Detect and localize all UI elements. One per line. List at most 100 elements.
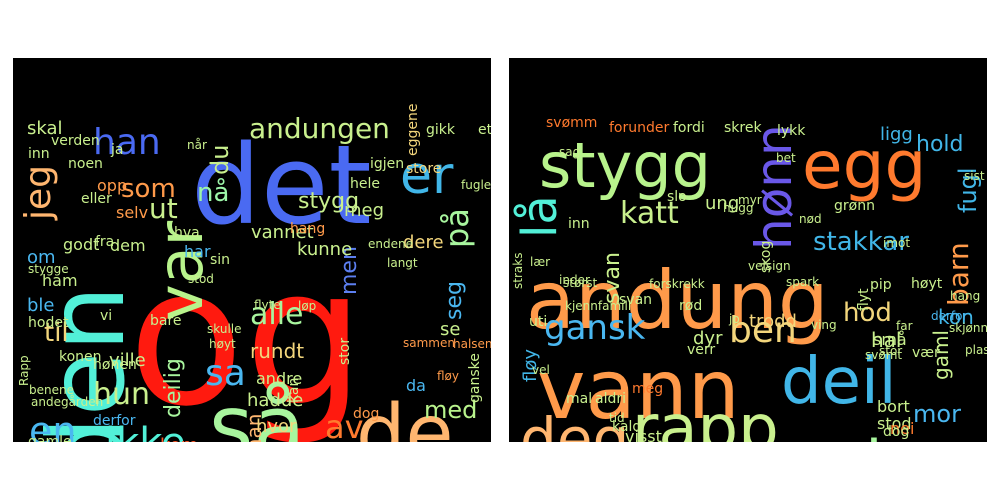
word-benene: benene — [29, 383, 74, 397]
word-skrek: skrek — [724, 120, 762, 136]
word-seg: seg — [442, 281, 467, 320]
word-skulle: skulle — [207, 322, 242, 336]
word-er: er — [400, 146, 454, 206]
word-barn: barn — [942, 242, 975, 306]
word-da: da — [406, 376, 426, 395]
word-hold: hold — [916, 132, 963, 157]
word-et: et — [478, 122, 491, 138]
word-hvor: hvor — [256, 416, 297, 437]
word-kunne: kunne — [297, 239, 352, 260]
word-høyt: høyt — [209, 337, 236, 351]
word-gansk: gansk — [544, 308, 646, 348]
word-lykk: lykk — [777, 123, 806, 139]
word-hønen: hønen — [93, 357, 137, 373]
word-deilig: deilig — [161, 358, 186, 418]
word-med: med — [424, 396, 477, 424]
word-ben: ben — [729, 310, 797, 351]
word-av: av — [325, 408, 364, 442]
word-kom: kom — [160, 435, 198, 442]
word-vi: vi — [100, 308, 112, 324]
word-ligg: ligg — [880, 124, 913, 145]
word-når: når — [187, 138, 207, 152]
word-stor: stor — [879, 344, 902, 358]
word-ung: ung — [705, 193, 739, 214]
word-størst: størst — [563, 276, 597, 290]
word-vær: vær — [912, 345, 940, 361]
word-noen: noen — [68, 156, 103, 172]
word-skal: skal — [27, 118, 63, 139]
word-den: den — [26, 285, 148, 442]
word-igjen: igjen — [370, 156, 404, 172]
word-uti: uti — [529, 314, 547, 330]
word-kald: kald — [612, 419, 641, 435]
word-var: var — [144, 220, 217, 321]
word-det: det — [191, 121, 372, 249]
word-verr: verr — [687, 342, 715, 358]
word-hal: hal — [871, 328, 902, 352]
word-stakkar: stakkar — [813, 227, 909, 257]
word-rapp: Rapp — [17, 355, 31, 386]
word-høyt: høyt — [911, 276, 943, 292]
word-jo: jo — [728, 312, 740, 326]
word-skog: skog — [758, 241, 774, 273]
word-løp: løp — [298, 299, 316, 313]
word-andegården: andegården — [31, 395, 103, 409]
word-på: på — [438, 208, 476, 248]
word-inn: inn — [568, 216, 590, 232]
word-stygge: stygge — [28, 262, 69, 276]
word-svømm: svømm — [546, 115, 597, 131]
word-mor: mor — [913, 400, 961, 428]
word-hønn: hønn — [745, 124, 803, 250]
word-velsign: velsign — [748, 259, 791, 273]
word-du: du — [206, 145, 234, 175]
word-flyte: flyte — [254, 298, 281, 312]
word-kjennfamili: kjennfamili — [565, 299, 631, 313]
word-jeg: jeg — [18, 165, 59, 221]
word-fuglene: fuglene — [461, 178, 491, 192]
word-ving: ving — [811, 318, 837, 332]
word-ut: ut — [149, 192, 178, 225]
word-dem: dem — [110, 236, 146, 255]
word-andungen: andungen — [249, 112, 390, 145]
word-hadde: hadde — [247, 390, 303, 411]
word-dere: dere — [403, 232, 444, 253]
word-imot: imot — [883, 236, 910, 250]
word-ham: ham — [42, 271, 78, 290]
word-nei: nei — [890, 419, 914, 438]
word-men: men — [337, 246, 362, 295]
word-meg: meg — [632, 381, 663, 397]
word-meg: meg — [344, 200, 384, 221]
word-slo: slo — [667, 189, 687, 205]
word-stod: stod — [188, 272, 214, 286]
word-gikk: gikk — [426, 122, 456, 138]
word-straks: straks — [511, 253, 525, 289]
word-små: små — [873, 330, 907, 349]
word-der: der — [843, 427, 947, 442]
word-trodd: trodd — [749, 311, 797, 332]
word-halsen: halsen — [453, 337, 491, 351]
word-katt: katt — [620, 196, 679, 231]
word-inder: inder — [559, 273, 590, 287]
word-de: de — [356, 389, 454, 442]
word-konen: konen — [59, 349, 102, 365]
word-godt: godt — [63, 235, 99, 254]
word-vannet: vannet — [251, 222, 314, 243]
word-om: om — [27, 247, 56, 268]
word-endene: endene — [368, 237, 413, 251]
word-nå: nå — [197, 177, 229, 208]
word-inn: inn — [28, 146, 50, 162]
word-spark: spark — [786, 275, 819, 289]
word-hugg: hugg — [723, 201, 753, 215]
word-bet: bet — [776, 151, 796, 165]
word-lå: lå — [512, 195, 568, 238]
word-rundt: rundt — [250, 339, 304, 363]
word-svømt: svømt — [865, 348, 902, 362]
word-hva: hva — [174, 225, 200, 241]
word-kan: kan — [286, 378, 302, 403]
word-hod: hod — [843, 298, 892, 328]
word-andre: andre — [256, 369, 302, 388]
word-egg: egg — [802, 127, 926, 204]
